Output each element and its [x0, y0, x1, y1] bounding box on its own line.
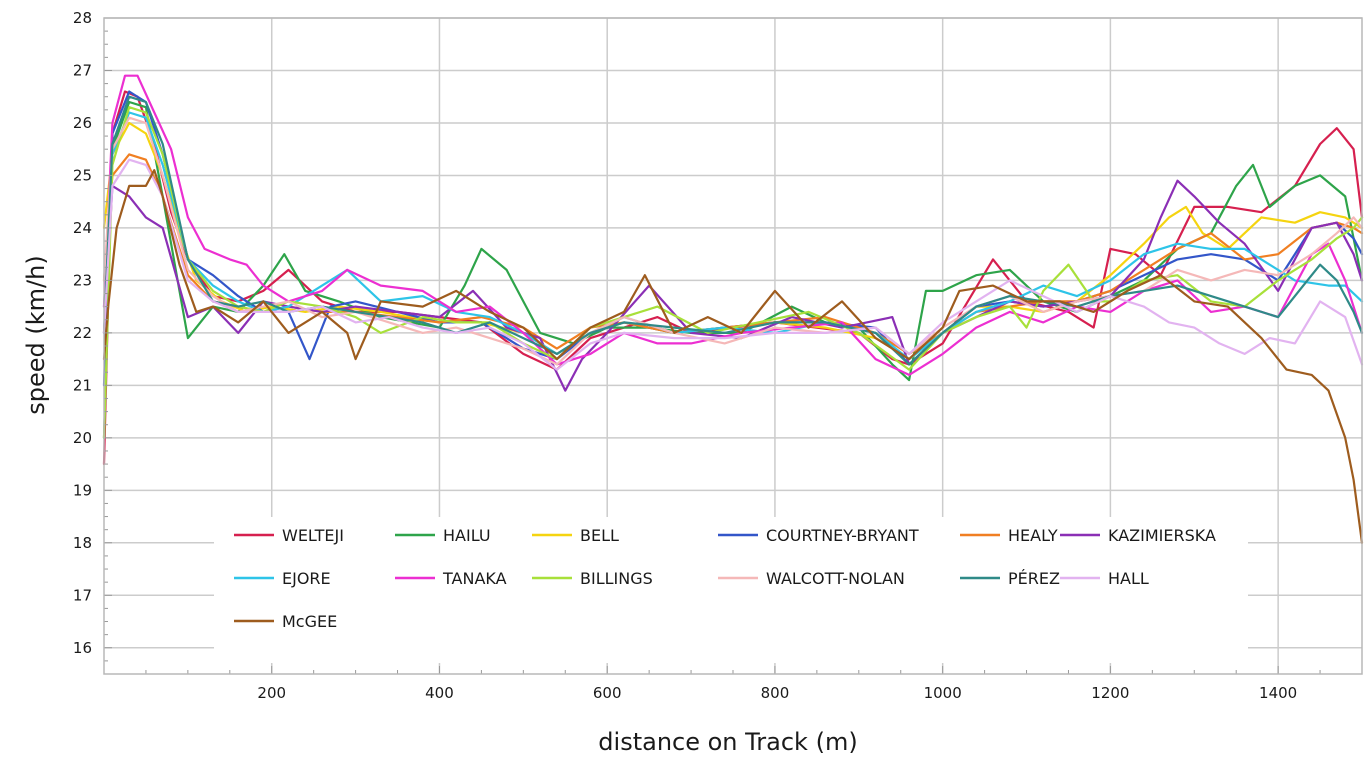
legend-label-welteji: WELTEJI: [282, 526, 344, 545]
legend-label-ejore: EJORE: [282, 569, 331, 588]
legend-label-tanaka: TANAKA: [442, 569, 507, 588]
legend-box: [214, 517, 1248, 663]
y-tick-label: 27: [73, 61, 92, 79]
series-line-kazimierska: [102, 179, 1364, 392]
x-tick-label: 1200: [1091, 684, 1129, 702]
x-tick-label: 1400: [1259, 684, 1297, 702]
axes: 200 400 600 800 1000 1200 1400 16 17 18 19 20 21 22 23…: [73, 9, 1363, 702]
legend-label-hailu: HAILU: [443, 526, 491, 545]
legend: WELTEJI HAILU BELL COURTNEY-BRYANT HEALY KAZI…: [214, 517, 1248, 663]
legend-label-mcgee: McGEE: [282, 612, 337, 631]
y-tick-label: 19: [73, 481, 92, 499]
series-line-hall: [102, 158, 1364, 371]
y-tick-label: 26: [73, 114, 92, 132]
series-line-tanaka: [102, 74, 1364, 376]
legend-label-healy: HEALY: [1008, 526, 1058, 545]
x-tick-label: 400: [425, 684, 454, 702]
legend-label-hall: HALL: [1108, 569, 1149, 588]
y-tick-label: 17: [73, 586, 92, 604]
y-tick-label: 28: [73, 9, 92, 27]
y-tick-label: 22: [73, 324, 92, 342]
legend-label-billings: BILLINGS: [580, 569, 653, 588]
x-tick-label: 600: [593, 684, 622, 702]
y-tick-label: 25: [73, 166, 92, 184]
y-tick-label: 20: [73, 429, 92, 447]
x-tick-label: 1000: [924, 684, 962, 702]
y-tick-label: 21: [73, 376, 92, 394]
x-axis-title: distance on Track (m): [598, 728, 857, 756]
plot-frame: [103, 17, 1363, 675]
y-axis-title: speed (km/h): [22, 255, 50, 414]
legend-label-walcott-nolan: WALCOTT-NOLAN: [766, 569, 905, 588]
legend-label-kazimierska: KAZIMIERSKA: [1108, 526, 1216, 545]
x-tick-label: 800: [761, 684, 790, 702]
x-tick-label: 200: [257, 684, 286, 702]
series-line-p-rez: [102, 95, 1364, 366]
y-tick-label: 16: [73, 639, 92, 657]
series-lines: [102, 74, 1364, 544]
legend-label-bell: BELL: [580, 526, 619, 545]
legend-label-courtney-bryant: COURTNEY-BRYANT: [766, 526, 919, 545]
legend-label-p-rez: PÉREZ: [1008, 569, 1060, 588]
y-tick-label: 18: [73, 534, 92, 552]
y-tick-label: 23: [73, 271, 92, 289]
series-line-mcgee: [102, 169, 1364, 544]
y-tick-label: 24: [73, 219, 92, 237]
